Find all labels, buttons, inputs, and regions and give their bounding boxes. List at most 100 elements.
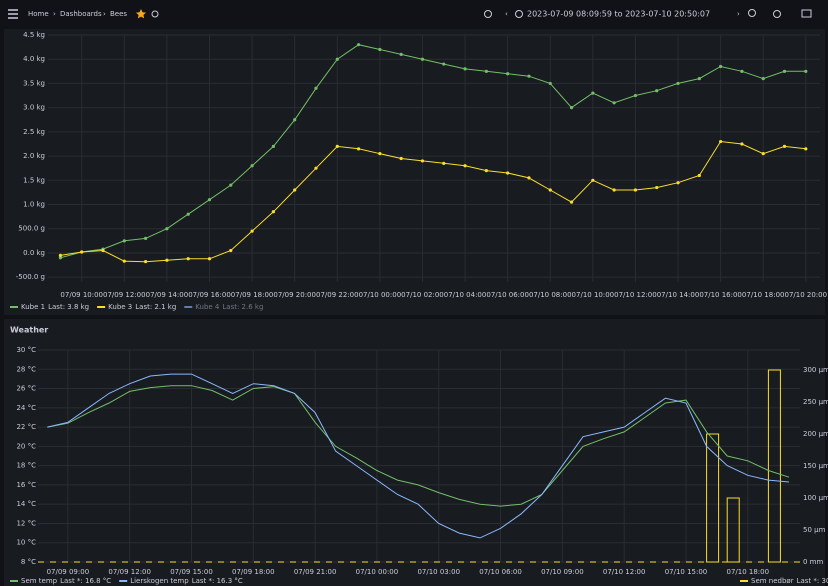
point: [506, 171, 510, 175]
point: [399, 52, 403, 56]
point: [229, 248, 233, 253]
y-tick-label: 28 °C: [16, 365, 36, 373]
point: [697, 76, 701, 81]
settings-icon[interactable]: [484, 10, 492, 18]
x-tick-label: 07/09 22:00: [316, 291, 359, 299]
x-tick-label: 07/09 12:00: [103, 291, 146, 299]
point: [165, 227, 169, 231]
point: [740, 142, 744, 146]
y2-tick-label: 100 μm: [803, 494, 828, 502]
point: [782, 144, 787, 148]
point: [314, 166, 318, 170]
point: [144, 260, 148, 264]
y-tick-label: 3.0 kg: [23, 104, 45, 112]
point: [484, 169, 488, 173]
legend-last: Last *: 16.3 °C: [192, 577, 243, 585]
point: [761, 152, 765, 156]
x-tick-label: 07/09 14:00: [146, 291, 189, 299]
share-icon[interactable]: [151, 10, 159, 18]
time-range[interactable]: 2023-07-09 08:09:59 to 2023-07-10 20:50:…: [527, 10, 710, 19]
point: [548, 188, 552, 192]
zoom-icon[interactable]: [748, 9, 756, 17]
point: [782, 69, 787, 73]
breadcrumb[interactable]: Home: [28, 10, 49, 18]
x-tick-label: 07/10 20:00: [785, 291, 828, 299]
point: [271, 144, 275, 148]
panel: [4, 29, 825, 315]
y-tick-label: 1.0 kg: [23, 201, 45, 209]
y2-tick-label: 300 μm: [803, 366, 828, 374]
y-tick-label: 22 °C: [16, 423, 36, 431]
legend-name: Kube 1: [21, 303, 45, 311]
series-line: [60, 140, 806, 263]
point: [591, 91, 595, 95]
point: [527, 176, 531, 180]
point: [548, 81, 552, 86]
y-tick-label: 0.0 kg: [23, 249, 45, 257]
point: [463, 67, 467, 71]
legend-name: Kube 4: [195, 303, 220, 311]
point: [569, 200, 574, 204]
prev[interactable]: ‹: [505, 10, 508, 18]
next[interactable]: ›: [737, 10, 740, 18]
point: [676, 181, 680, 185]
point: [655, 185, 659, 190]
x-tick-label: 07/09 16:00: [188, 291, 231, 299]
y2-tick-label: 50 μm: [803, 526, 826, 534]
legend-name: Kube 3: [108, 303, 132, 311]
legend-name: Lierskogen temp: [130, 577, 189, 585]
point: [442, 161, 446, 165]
point: [58, 253, 63, 257]
x-tick-label: 07/09 18:00: [231, 291, 274, 299]
x-tick-label: 07/10 03:00: [417, 568, 460, 576]
point: [229, 183, 233, 187]
point: [527, 74, 531, 78]
y-tick-label: 20 °C: [16, 442, 36, 450]
menu-icon[interactable]: [8, 9, 18, 19]
legend-last: Last: 3.8 kg: [48, 303, 89, 311]
point: [58, 256, 63, 260]
point: [314, 86, 318, 90]
breadcrumb[interactable]: Dashboards: [60, 10, 102, 18]
star-icon[interactable]: [135, 9, 146, 19]
y-tick-label: 2.0 kg: [23, 152, 45, 160]
point: [442, 62, 446, 66]
breadcrumb[interactable]: Bees: [110, 10, 127, 18]
point: [569, 106, 574, 110]
point: [356, 147, 361, 151]
y-tick-label: 30 °C: [16, 346, 36, 354]
point: [633, 188, 638, 192]
y2-tick-label: 250 μm: [803, 398, 828, 406]
y2-tick-label: 200 μm: [803, 430, 828, 438]
top-bar: Home › Dashboards › Bees ‹ 2023-07-09 08…: [8, 9, 812, 19]
clock-icon: [515, 10, 523, 18]
separator: ›: [53, 10, 56, 18]
x-tick-label: 07/10 10:00: [572, 291, 615, 299]
point: [484, 69, 488, 73]
point: [186, 257, 190, 261]
point: [399, 156, 403, 161]
point: [186, 212, 190, 216]
legend-name: Sem temp: [21, 577, 58, 585]
y-tick-label: 3.5 kg: [23, 79, 45, 87]
x-tick-label: 07/10 08:00: [529, 291, 572, 299]
y-tick-label: 18 °C: [16, 462, 36, 470]
bar: [706, 433, 720, 563]
point: [250, 229, 254, 233]
x-tick-label: 07/09 21:00: [294, 568, 337, 576]
point: [506, 72, 510, 76]
x-tick-label: 07/10 00:00: [359, 291, 402, 299]
point: [719, 139, 723, 144]
tv-icon[interactable]: [801, 9, 812, 18]
point: [761, 76, 765, 81]
legend-last: Last: 2.6 kg: [222, 303, 263, 311]
point: [122, 239, 126, 243]
point: [378, 47, 382, 52]
refresh-icon[interactable]: [773, 10, 781, 18]
point: [612, 188, 616, 192]
x-tick-label: 07/10 00:00: [356, 568, 399, 576]
point: [80, 250, 84, 254]
legend-last: Last *: 16.8 °C: [60, 577, 111, 585]
series-line: [60, 44, 806, 259]
